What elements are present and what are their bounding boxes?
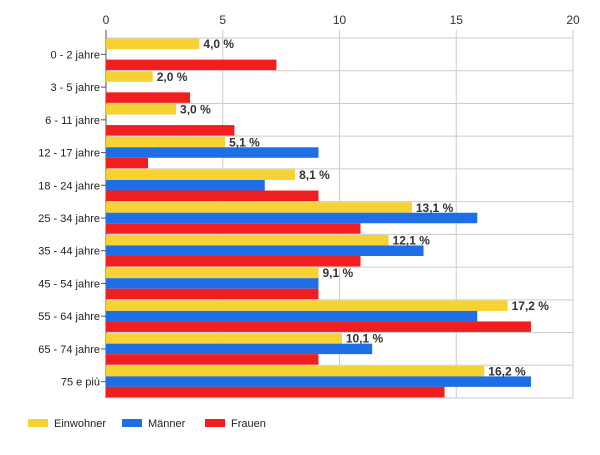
bar-maenner — [106, 278, 319, 289]
bar-einwohner — [106, 365, 485, 377]
data-label: 8,1 % — [299, 168, 330, 182]
category-label: 0 - 2 jahre — [50, 49, 100, 61]
bar-maenner — [106, 212, 478, 224]
bar-frauen — [106, 321, 531, 332]
legend-swatch-frauen — [205, 419, 225, 427]
category-label: 18 - 24 jahre — [38, 180, 100, 192]
legend-swatch-maenner — [122, 419, 142, 427]
bar-frauen — [106, 255, 361, 267]
bar-einwohner — [106, 333, 342, 344]
category-label: 6 - 11 jahre — [45, 115, 100, 127]
bar-frauen — [106, 386, 445, 398]
x-tick-label: 10 — [333, 13, 347, 27]
category-label: 35 - 44 jahre — [38, 246, 100, 258]
bar-maenner — [106, 310, 478, 322]
data-label: 4,0 % — [203, 37, 234, 51]
bar-einwohner — [106, 202, 412, 213]
data-label: 12,1 % — [393, 233, 431, 247]
labels-layer: 0 5 10 15 20 0 - 2 jahre 3 - 5 jahre 6 - 11 jah… — [38, 13, 580, 389]
x-tick-label: 0 — [103, 13, 110, 27]
category-label: 25 - 34 jahre — [38, 213, 100, 225]
bar-frauen — [106, 125, 235, 136]
bar-einwohner — [106, 300, 508, 311]
data-label: 2,0 % — [157, 70, 188, 84]
bar-frauen — [106, 190, 319, 202]
bar-einwohner — [106, 38, 200, 50]
bar-einwohner — [106, 169, 296, 181]
category-label: 12 - 17 jahre — [38, 148, 100, 160]
bar-einwohner — [106, 267, 319, 279]
x-tick-label: 15 — [450, 13, 464, 27]
bar-einwohner — [106, 104, 177, 115]
data-label: 16,2 % — [488, 364, 526, 378]
data-label: 5,1 % — [229, 135, 260, 149]
legend-label: Einwohner — [54, 418, 106, 430]
bar-frauen — [106, 157, 149, 169]
bar-frauen — [106, 223, 361, 234]
category-label: 55 - 64 jahre — [38, 311, 100, 323]
data-label: 3,0 % — [180, 103, 211, 117]
bar-einwohner — [106, 136, 226, 148]
category-label: 75 e più — [61, 377, 100, 389]
bars-layer — [106, 38, 531, 398]
category-label: 3 - 5 jahre — [50, 82, 100, 94]
legend-label: Männer — [148, 418, 186, 430]
x-tick-label: 5 — [219, 13, 226, 27]
bar-einwohner — [106, 71, 153, 82]
data-label: 13,1 % — [416, 201, 454, 215]
bar-maenner — [106, 343, 373, 355]
category-label: 45 - 54 jahre — [38, 278, 100, 290]
bar-frauen — [106, 354, 319, 365]
legend-swatch-einwohner — [28, 419, 48, 427]
bar-maenner — [106, 245, 424, 256]
bar-maenner — [106, 180, 265, 191]
data-label: 10,1 % — [346, 332, 384, 346]
bar-frauen — [106, 92, 191, 103]
x-tick-label: 20 — [566, 13, 580, 27]
bar-einwohner — [106, 234, 389, 246]
legend-label: Frauen — [231, 418, 266, 430]
bar-frauen — [106, 59, 277, 71]
bar-maenner — [106, 147, 319, 158]
bar-frauen — [106, 288, 319, 300]
legend: Einwohner Männer Frauen — [28, 418, 266, 430]
data-label: 17,2 % — [512, 299, 550, 313]
category-label: 65 - 74 jahre — [38, 344, 100, 356]
bar-maenner — [106, 376, 531, 387]
data-label: 9,1 % — [322, 266, 353, 280]
